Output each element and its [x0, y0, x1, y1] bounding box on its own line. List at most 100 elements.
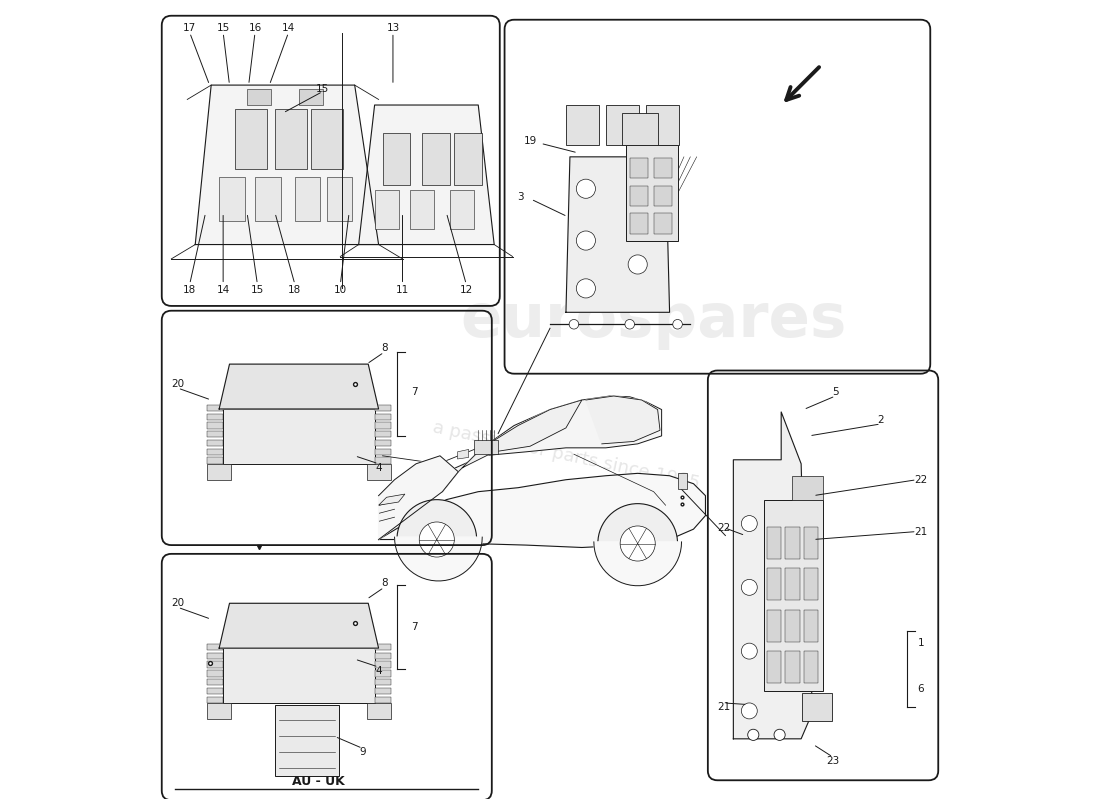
- Bar: [383, 133, 410, 185]
- Bar: [275, 705, 339, 776]
- Circle shape: [576, 231, 595, 250]
- Bar: [629, 186, 648, 206]
- Bar: [207, 703, 231, 719]
- Bar: [422, 133, 450, 185]
- Circle shape: [620, 526, 656, 561]
- Text: 15: 15: [316, 84, 329, 94]
- Bar: [629, 214, 648, 234]
- Circle shape: [597, 504, 678, 583]
- Bar: [785, 610, 800, 642]
- Polygon shape: [458, 450, 469, 459]
- Bar: [207, 431, 223, 438]
- Text: 6: 6: [917, 683, 924, 694]
- Polygon shape: [395, 537, 482, 581]
- Text: 4: 4: [375, 666, 382, 676]
- Bar: [803, 610, 818, 642]
- Bar: [207, 464, 231, 480]
- Bar: [653, 158, 672, 178]
- Bar: [366, 703, 390, 719]
- Bar: [207, 440, 223, 446]
- Circle shape: [741, 515, 757, 531]
- Circle shape: [741, 579, 757, 595]
- Polygon shape: [594, 542, 682, 586]
- Bar: [763, 500, 824, 691]
- Bar: [785, 568, 800, 600]
- Polygon shape: [219, 603, 378, 648]
- Bar: [767, 610, 781, 642]
- Text: 19: 19: [524, 136, 537, 146]
- Text: eurospares: eurospares: [461, 290, 847, 350]
- Bar: [223, 648, 375, 703]
- Bar: [235, 109, 267, 169]
- Bar: [802, 694, 833, 722]
- Bar: [767, 651, 781, 683]
- Text: 21: 21: [914, 526, 927, 537]
- Bar: [410, 190, 435, 229]
- Bar: [207, 405, 223, 411]
- Bar: [375, 670, 390, 677]
- Bar: [275, 109, 307, 169]
- Text: 3: 3: [517, 192, 524, 202]
- Bar: [207, 670, 223, 677]
- Circle shape: [625, 319, 635, 329]
- Bar: [255, 177, 280, 221]
- Bar: [454, 133, 482, 185]
- Bar: [653, 186, 672, 206]
- Polygon shape: [439, 396, 661, 492]
- Bar: [207, 644, 223, 650]
- Text: 22: 22: [717, 522, 730, 533]
- Bar: [606, 105, 639, 145]
- Bar: [207, 688, 223, 694]
- Bar: [375, 679, 390, 686]
- Polygon shape: [734, 412, 813, 739]
- Text: 4: 4: [375, 462, 382, 473]
- Text: 8: 8: [381, 578, 387, 588]
- Text: AU - UK: AU - UK: [293, 775, 345, 788]
- Text: 5: 5: [832, 387, 838, 397]
- Text: 1: 1: [917, 638, 924, 648]
- Bar: [375, 440, 390, 446]
- Bar: [207, 662, 223, 668]
- Bar: [474, 440, 498, 454]
- Text: 20: 20: [172, 379, 185, 389]
- Polygon shape: [219, 364, 378, 409]
- Bar: [311, 109, 343, 169]
- Text: 16: 16: [249, 22, 262, 33]
- Bar: [299, 89, 322, 105]
- Bar: [792, 476, 824, 500]
- Bar: [785, 526, 800, 558]
- Text: 20: 20: [172, 598, 185, 608]
- Bar: [375, 422, 390, 429]
- Circle shape: [741, 643, 757, 659]
- Circle shape: [569, 319, 579, 329]
- Bar: [223, 409, 375, 464]
- Bar: [375, 458, 390, 464]
- Text: 15: 15: [251, 285, 264, 295]
- Polygon shape: [565, 157, 670, 312]
- Text: 7: 7: [411, 387, 418, 397]
- Bar: [375, 688, 390, 694]
- Polygon shape: [378, 456, 459, 539]
- Circle shape: [397, 500, 476, 579]
- Bar: [785, 651, 800, 683]
- Bar: [803, 526, 818, 558]
- Text: 14: 14: [282, 22, 295, 33]
- Bar: [248, 89, 271, 105]
- Text: a passion for parts since 1985: a passion for parts since 1985: [431, 418, 701, 493]
- Polygon shape: [586, 396, 660, 444]
- Text: 11: 11: [396, 285, 409, 295]
- Bar: [375, 449, 390, 455]
- Bar: [629, 158, 648, 178]
- Text: 7: 7: [411, 622, 418, 632]
- Bar: [653, 214, 672, 234]
- Text: 8: 8: [381, 343, 387, 353]
- Text: 2: 2: [878, 415, 884, 425]
- Text: 9: 9: [360, 747, 366, 758]
- Bar: [646, 105, 679, 145]
- Bar: [450, 190, 474, 229]
- Text: 21: 21: [717, 702, 730, 712]
- Bar: [207, 422, 223, 429]
- Polygon shape: [359, 105, 494, 245]
- Circle shape: [576, 179, 595, 198]
- Text: 15: 15: [217, 22, 230, 33]
